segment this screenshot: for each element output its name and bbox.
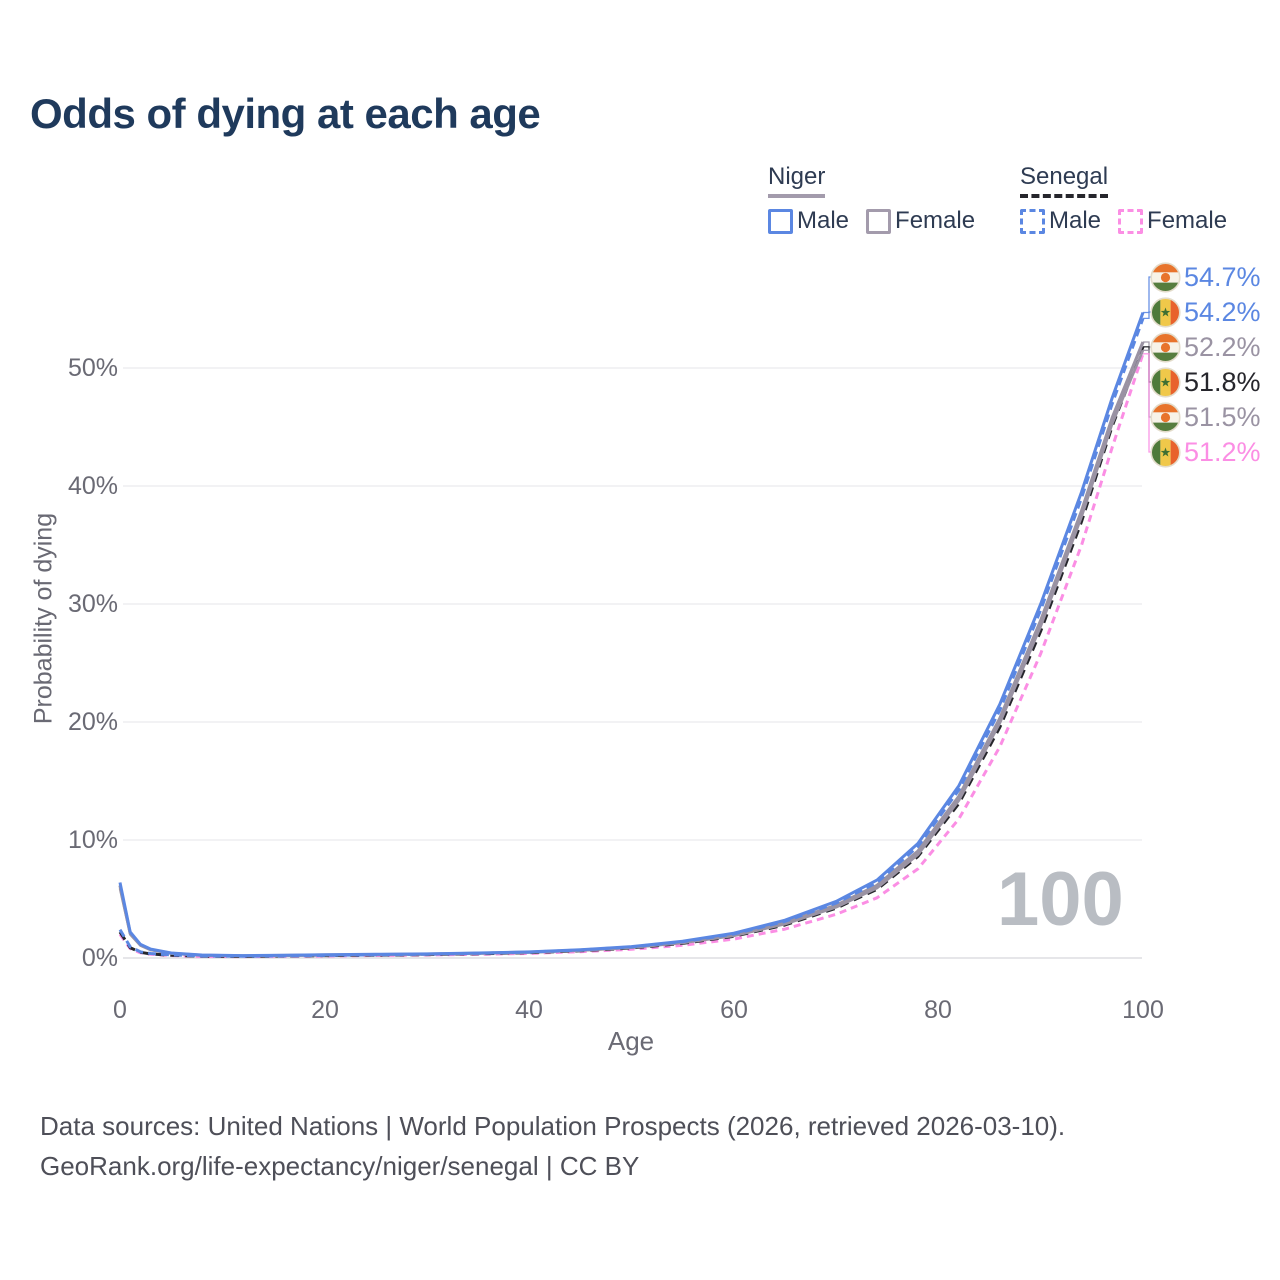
x-tick-20: 20 (311, 996, 339, 1024)
end-label-row: 52.2% (1150, 330, 1261, 364)
legend-senegal-male-label[interactable]: Male (1049, 207, 1102, 234)
y-tick-30: 30% (67, 590, 118, 618)
legend-swatch-niger-female[interactable] (866, 208, 892, 234)
legend-niger-male-label[interactable]: Male (797, 207, 850, 234)
niger-flag-icon (1150, 261, 1181, 293)
legend-niger-female-label[interactable]: Female (895, 207, 976, 234)
senegal-flag-icon (1150, 366, 1181, 398)
senegal-flag-icon (1150, 296, 1181, 328)
legend-niger-header[interactable]: Niger (768, 163, 826, 198)
y-tick-0: 0% (81, 944, 118, 972)
end-label-value: 51.2% (1184, 436, 1261, 467)
niger-flag-icon (1150, 331, 1181, 363)
y-tick-50: 50% (67, 354, 118, 382)
x-tick-40: 40 (515, 996, 543, 1024)
end-label-row: 54.7% (1150, 260, 1261, 294)
x-tick-0: 0 (113, 996, 127, 1024)
data-source-note: Data sources: United Nations | World Pop… (40, 1106, 1065, 1186)
y-tick-40: 40% (67, 472, 118, 500)
end-label-row: 54.2% (1150, 295, 1261, 329)
x-tick-100: 100 (1122, 996, 1164, 1024)
footer-line-1: Data sources: United Nations | World Pop… (40, 1111, 1066, 1141)
end-label-value: 51.5% (1184, 401, 1261, 432)
end-label-row: 51.5% (1150, 400, 1261, 434)
end-label-value: 52.2% (1184, 331, 1261, 362)
legend-group-senegal: Senegal Male Female (1020, 163, 1227, 235)
legend-swatch-niger-male[interactable] (768, 208, 793, 234)
y-tick-10: 10% (67, 826, 118, 854)
y-tick-20: 20% (67, 708, 118, 736)
legend-swatch-senegal-female[interactable] (1118, 208, 1144, 234)
x-tick-80: 80 (924, 996, 952, 1024)
footer-line-2[interactable]: GeoRank.org/life-expectancy/niger/senega… (40, 1151, 640, 1181)
niger-flag-icon (1150, 401, 1181, 433)
x-axis-title: Age (607, 1026, 655, 1056)
age-watermark: 100 (997, 857, 1124, 942)
legend-group-niger: Niger Male Female (768, 163, 975, 235)
legend-senegal-header[interactable]: Senegal (1020, 163, 1109, 198)
end-label-row: 51.2% (1150, 435, 1261, 469)
legend-senegal-female-label[interactable]: Female (1147, 207, 1228, 234)
x-tick-60: 60 (720, 996, 748, 1024)
end-label-value: 54.7% (1184, 261, 1261, 292)
end-label-value: 54.2% (1184, 296, 1261, 327)
chart-title: Odds of dying at each age (30, 90, 541, 137)
legend-swatch-senegal-male[interactable] (1020, 208, 1045, 234)
end-label-value: 51.8% (1184, 366, 1261, 397)
senegal-flag-icon (1150, 436, 1181, 468)
end-label-row: 51.8% (1150, 365, 1261, 399)
